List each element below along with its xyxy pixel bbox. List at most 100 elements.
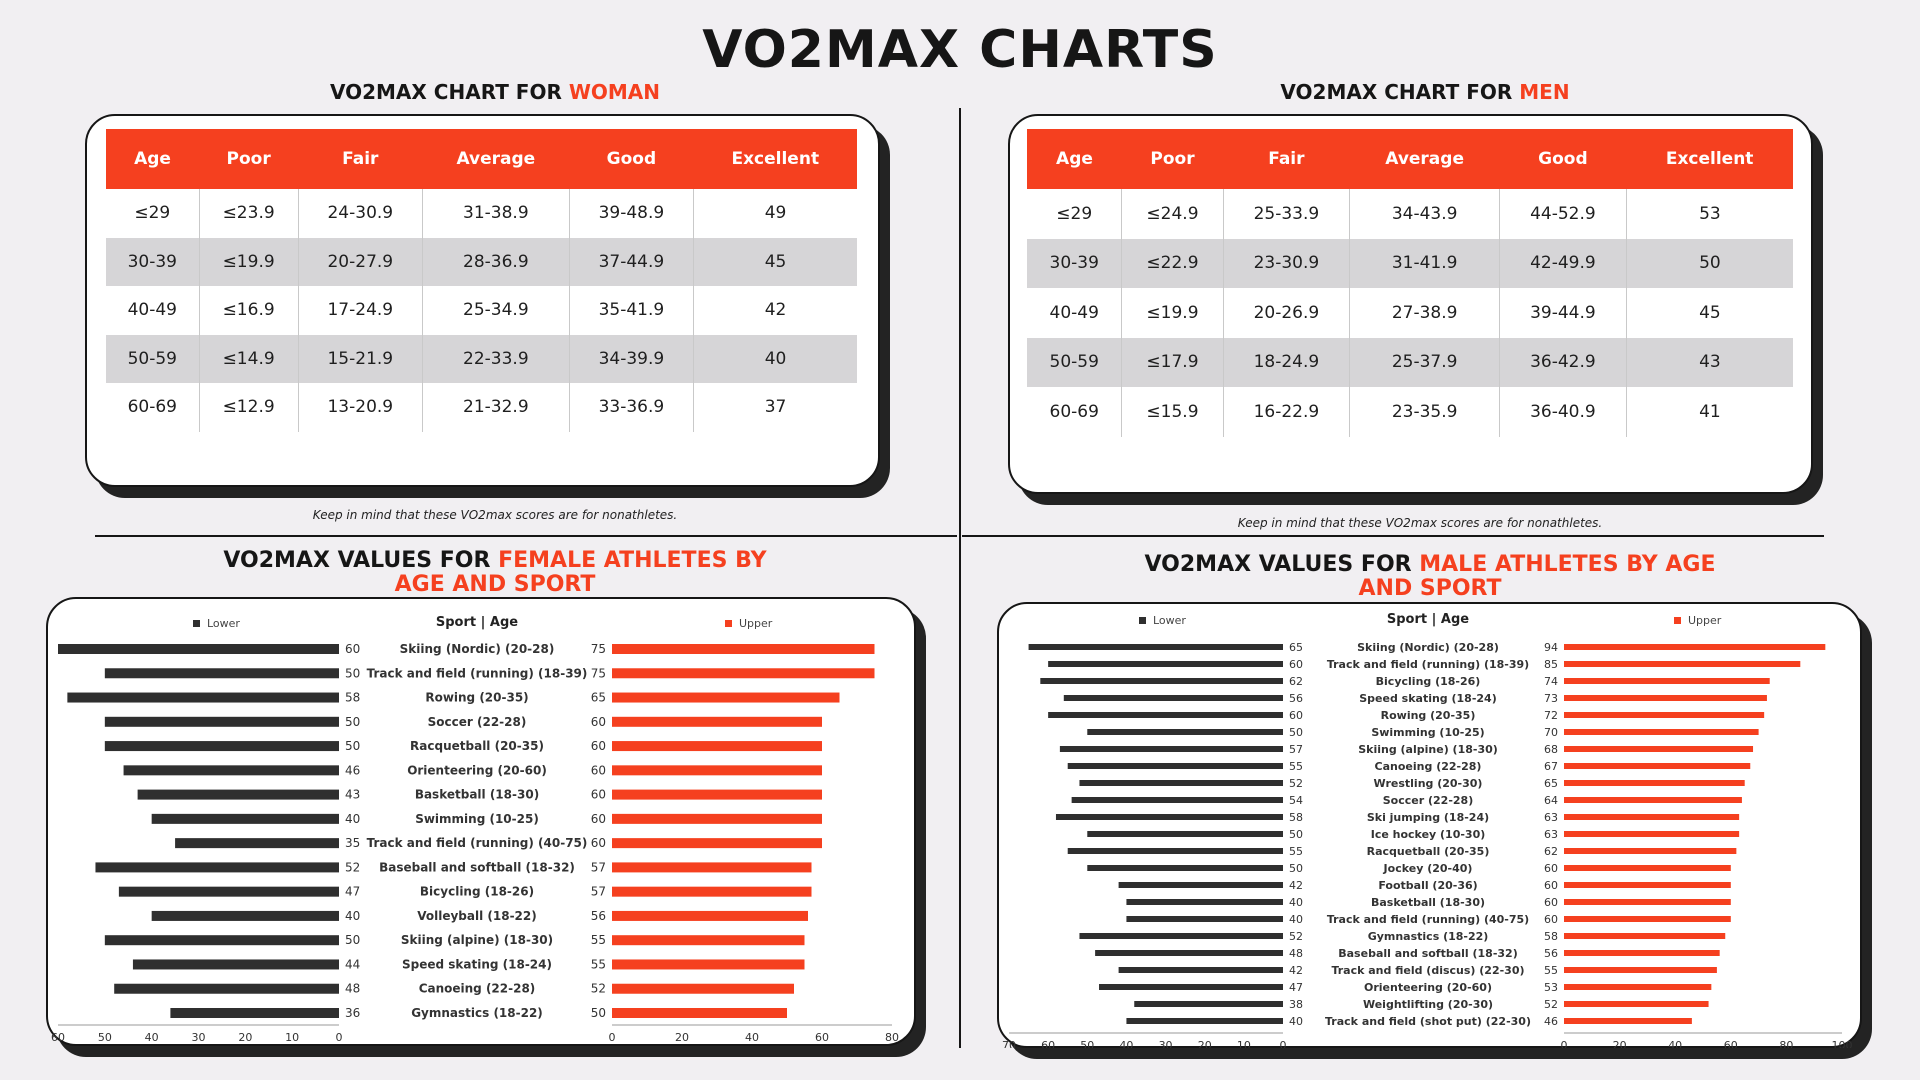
bar-upper [612,838,822,849]
bar-lower [95,862,339,873]
data-label-lower: 42 [1289,964,1303,977]
category-label: Track and field (running) (40-75) [1327,913,1529,926]
bar-lower [1028,644,1283,650]
category-label: Ski jumping (18-24) [1367,811,1489,824]
male-athletes-chart: Lower Upper Sport | Age 65 Skiing (Nordic) (… [1002,612,1853,1048]
bar-upper [1564,814,1740,820]
table-cell: 25-37.9 [1349,337,1501,387]
lower-axis-tick: 40 [145,1031,159,1044]
bar-lower [67,692,339,703]
men-vo2max-table: Age Poor Fair Average Good Excellent ≤29 ≤24.9 2… [1027,129,1793,437]
table-row: 60-69 ≤12.9 13-20.9 21-32.9 33-36.9 37 [106,383,857,432]
female-athletes-chart: Lower Upper Sport | Age 60 Skiing (Nordic) (… [51,615,899,1044]
bar-lower [1087,865,1283,871]
data-label-upper: 60 [1544,913,1558,926]
bar-lower [104,741,339,752]
female-athletes-title: VO2MAX VALUES FOR FEMALE ATHLETES BY AGE… [195,549,795,597]
bar-upper [1564,763,1751,769]
table-cell: 20-26.9 [1223,288,1351,338]
bar-lower [132,959,339,970]
table-cell: ≤12.9 [199,383,299,432]
category-label: Football (20-36) [1378,879,1477,892]
data-label-lower: 50 [1289,862,1303,875]
legend-label-upper: Upper [1688,614,1722,627]
table-cell: 30-39 [1027,238,1123,288]
data-label-lower: 40 [345,812,360,826]
bar-upper [1564,848,1737,854]
data-label-upper: 52 [1544,998,1558,1011]
bar-upper [1564,729,1759,735]
data-label-upper: 55 [1544,964,1558,977]
category-label: Speed skating (18-24) [402,957,552,971]
bar-lower [1079,933,1283,939]
data-label-lower: 43 [345,788,360,802]
category-label: Ice hockey (10-30) [1371,828,1486,841]
table-cell: 35-41.9 [569,286,695,335]
bar-upper [612,765,822,776]
data-label-upper: 94 [1544,641,1558,654]
data-label-lower: 55 [1289,760,1303,773]
table-cell: ≤14.9 [199,334,299,383]
women-table-title-prefix: VO2MAX CHART FOR [329,80,569,104]
data-label-lower: 56 [1289,692,1303,705]
legend-swatch-lower [193,620,200,627]
category-label: Baseball and softball (18-32) [1338,947,1518,960]
lower-axis-tick: 0 [336,1031,343,1044]
bar-lower [1087,831,1283,837]
table-cell: 60-69 [106,383,200,432]
data-label-upper: 55 [591,933,606,947]
table-row: 30-39 ≤19.9 20-27.9 28-36.9 37-44.9 45 [106,237,857,286]
bar-lower [151,813,339,824]
upper-axis-tick: 100 [1832,1039,1853,1048]
page-title: VO2MAX CHARTS [702,20,1218,80]
table-cell: ≤17.9 [1121,337,1224,387]
category-label: Swimming (10-25) [415,812,539,826]
bar-upper [1564,933,1726,939]
legend-label-lower: Lower [1153,614,1186,627]
lower-axis-tick: 10 [285,1031,299,1044]
bar-upper [612,741,822,752]
table-row: 60-69 ≤15.9 16-22.9 23-35.9 36-40.9 41 [1027,387,1793,437]
bar-lower [1134,1001,1283,1007]
category-label: Skiing (Nordic) (20-28) [1357,641,1499,654]
table-row: 40-49 ≤16.9 17-24.9 25-34.9 35-41.9 42 [106,286,857,335]
category-label: Baseball and softball (18-32) [379,860,575,874]
category-label: Track and field (running) (18-39) [1327,658,1529,671]
data-label-lower: 50 [1289,726,1303,739]
column-header: Age [106,129,200,189]
table-header-row: Age Poor Fair Average Good Excellent [106,129,857,189]
data-label-lower: 57 [1289,743,1303,756]
upper-axis-tick: 40 [1668,1039,1682,1048]
data-label-lower: 40 [1289,896,1303,909]
bar-upper [612,813,822,824]
bar-upper [612,862,812,873]
women-table-note: Keep in mind that these VO2max scores ar… [312,508,678,522]
table-cell: ≤15.9 [1121,387,1224,437]
table-cell: 60-69 [1027,387,1123,437]
table-cell: 16-22.9 [1223,387,1351,437]
table-cell: 34-43.9 [1349,189,1501,239]
data-label-upper: 60 [591,836,606,850]
data-label-lower: 60 [345,642,360,656]
male-chart-card [997,602,1862,1048]
bar-upper [1564,746,1754,752]
table-cell: 43 [1626,337,1793,387]
data-label-upper: 60 [591,788,606,802]
category-label: Track and field (running) (18-39) [367,666,588,680]
women-vo2max-table: Age Poor Fair Average Good Excellent ≤29 ≤23.9 2… [106,129,857,432]
data-label-upper: 67 [1544,760,1558,773]
female-title-accent-2: AGE AND SPORT [394,572,596,597]
category-label: Canoeing (22-28) [419,982,536,996]
bar-upper [612,668,875,679]
column-header: Fair [1223,129,1350,189]
horizontal-divider-left [95,535,957,537]
table-cell: 37 [764,397,787,418]
bar-upper [1564,797,1742,803]
category-label: Racquetball (20-35) [1367,845,1490,858]
table-cell: 24-30.9 [298,189,423,238]
data-label-lower: 40 [1289,913,1303,926]
data-label-lower: 62 [1289,675,1303,688]
lower-axis-tick: 30 [1159,1039,1173,1048]
table-cell: 45 [693,237,857,286]
horizontal-divider-right [962,535,1824,537]
